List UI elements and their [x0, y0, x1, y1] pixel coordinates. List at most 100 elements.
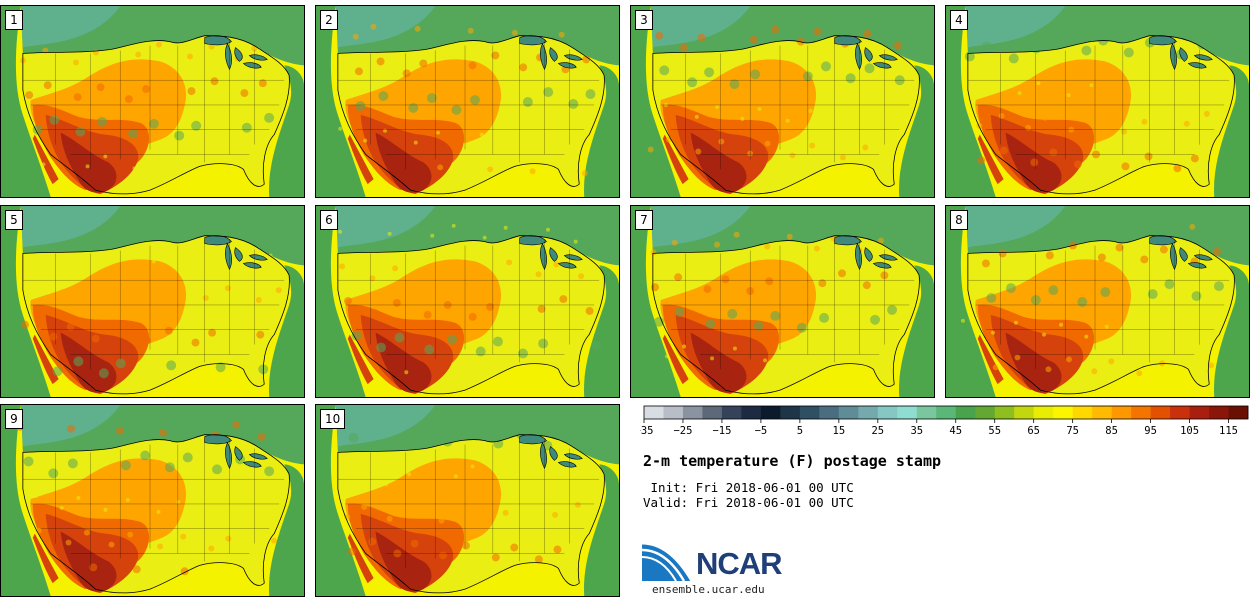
temperature-map	[1, 206, 304, 397]
stamp-panel-8[interactable]: 8	[945, 205, 1250, 398]
temperature-speckle	[437, 164, 444, 171]
stamp-panel-4[interactable]: 4	[945, 5, 1250, 198]
temperature-speckle	[1036, 81, 1041, 86]
temperature-speckle	[176, 500, 181, 504]
temperature-speckle	[232, 420, 241, 429]
temperature-speckle	[392, 265, 399, 272]
temperature-speckle	[568, 99, 579, 109]
temperature-speckle	[1104, 324, 1109, 329]
stamp-panel-1[interactable]: 1	[0, 5, 305, 198]
temperature-speckle	[1159, 245, 1168, 254]
temperature-speckle	[85, 164, 90, 169]
colorbar-bin	[1111, 406, 1132, 419]
northwest-cool-region	[965, 6, 1066, 48]
temperature-speckle	[59, 289, 66, 296]
stamp-panel-10[interactable]: 10	[315, 404, 620, 597]
colorbar-bin	[1150, 406, 1171, 419]
temperature-speckle	[66, 322, 75, 331]
stamp-panel-5[interactable]: 5	[0, 205, 305, 398]
temperature-speckle	[704, 67, 715, 78]
colorbar-tick-label: −25	[673, 425, 692, 437]
colorbar-bin	[1014, 406, 1034, 419]
northwest-cool-region	[20, 206, 121, 248]
temperature-speckle	[56, 255, 61, 260]
atlantic-region	[1214, 265, 1249, 397]
temperature-speckle	[981, 41, 992, 52]
temperature-map	[631, 206, 934, 397]
colorbar-tick-label: −15	[712, 425, 731, 437]
member-label: 5	[5, 210, 23, 230]
pacific-ocean-region	[631, 6, 681, 197]
temperature-speckle	[581, 170, 588, 177]
temperature-speckle	[771, 25, 779, 34]
temperature-speckle	[694, 114, 699, 119]
colorbar-bin	[955, 406, 976, 419]
member-label: 8	[950, 210, 968, 230]
temperature-speckle	[438, 517, 445, 524]
temperature-speckle	[468, 61, 477, 70]
temperature-speckle	[73, 93, 82, 102]
temperature-speckle	[718, 138, 725, 145]
great-lake	[864, 47, 873, 62]
great-lake	[1193, 54, 1213, 61]
temperature-speckle	[142, 85, 150, 94]
temperature-speckle	[21, 320, 30, 329]
temperature-speckle	[695, 148, 702, 155]
temperature-speckle	[467, 27, 474, 34]
temperature-speckle	[1041, 114, 1048, 121]
temperature-speckle	[156, 509, 161, 514]
temperature-speckle	[877, 237, 884, 244]
temperature-speckle	[351, 330, 362, 341]
temperature-speckle	[585, 89, 596, 100]
temperature-speckle	[498, 476, 503, 481]
temperature-speckle	[348, 547, 357, 556]
temperature-speckle	[870, 314, 880, 325]
great-lake	[549, 247, 558, 262]
stamp-panel-3[interactable]: 3	[630, 5, 935, 198]
temperature-speckle	[813, 245, 820, 252]
temperature-speckle	[1121, 128, 1127, 135]
stamp-panel-9[interactable]: 9	[0, 404, 305, 597]
temperature-speckle	[436, 267, 443, 274]
temperature-speckle	[1191, 291, 1202, 302]
temperature-speckle	[370, 308, 379, 317]
temperature-speckle	[91, 334, 100, 343]
temperature-speckle	[482, 235, 487, 240]
temperature-speckle	[255, 297, 262, 303]
temperature-speckle	[585, 442, 596, 453]
temperature-speckle	[1183, 120, 1190, 127]
temperature-speckle	[417, 424, 428, 435]
temperature-speckle	[839, 154, 846, 161]
temperature-speckle	[125, 498, 130, 502]
temperature-speckle	[710, 356, 715, 361]
colorbar-tick-label: 15	[833, 425, 846, 437]
coastline	[337, 235, 605, 395]
valid-time: Valid: Fri 2018-06-01 00 UTC	[643, 495, 854, 510]
temperature-speckle	[41, 162, 46, 167]
temperature-speckle	[89, 563, 98, 572]
coastline	[652, 235, 920, 395]
chart-title: 2-m temperature (F) postage stamp	[643, 452, 942, 470]
pacific-ocean-region	[316, 6, 366, 197]
temperature-speckle	[538, 338, 549, 349]
temperature-speckle	[423, 310, 432, 319]
stamp-panel-7[interactable]: 7	[630, 205, 935, 398]
temperature-speckle	[992, 364, 999, 371]
temperature-speckle	[1200, 328, 1205, 333]
temperature-speckle	[1140, 255, 1149, 264]
temperature-map	[946, 6, 1249, 197]
temperature-speckle	[845, 73, 856, 84]
stamp-panel-6[interactable]: 6	[315, 205, 620, 398]
temperature-speckle	[240, 89, 249, 98]
temperature-speckle	[83, 529, 90, 536]
temperature-speckle	[1017, 91, 1022, 96]
colorbar-tick-label: 75	[1066, 425, 1079, 437]
temperature-speckle	[579, 136, 584, 141]
great-lake	[864, 247, 873, 262]
temperature-speckle	[75, 126, 86, 137]
member-label: 9	[5, 409, 23, 429]
temperature-speckle	[166, 360, 177, 371]
stamp-panel-2[interactable]: 2	[315, 5, 620, 198]
temperature-speckle	[765, 277, 774, 286]
temperature-speckle	[993, 79, 997, 84]
